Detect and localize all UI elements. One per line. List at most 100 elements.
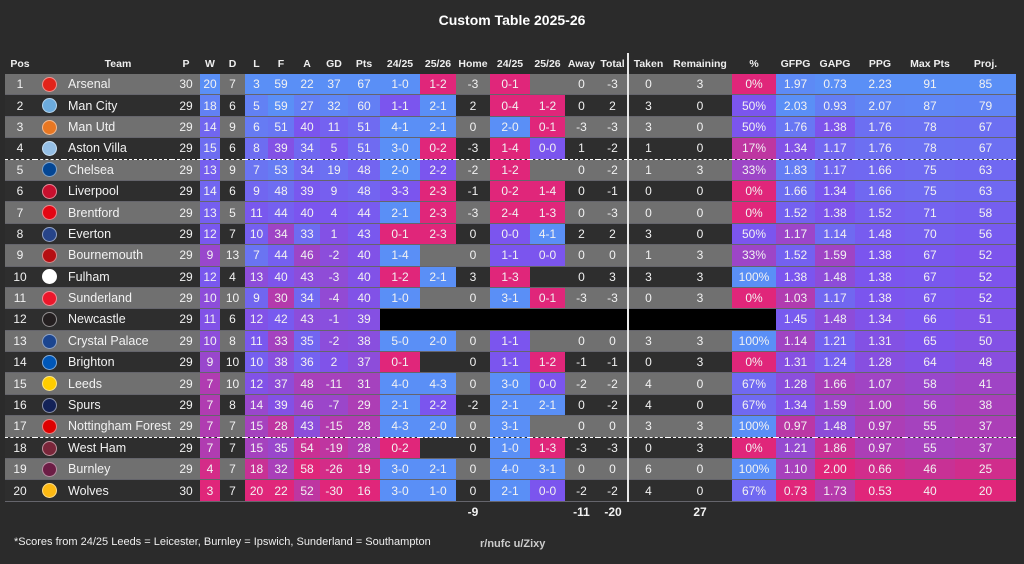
cell-w: 7 bbox=[200, 415, 220, 438]
table-row[interactable]: 11 Sunderland 29 10 10 9 30 34 -4 40 1-0 0 3-1 0-1 -3-… bbox=[5, 287, 1016, 310]
cell-away: 0 bbox=[565, 201, 598, 224]
table-row[interactable]: 13 Crystal Palace 29 10 8 11 33 35 -2 38 5-0 2-0 0 1-… bbox=[5, 330, 1016, 353]
cell-team: Man City bbox=[64, 94, 172, 117]
header-f[interactable]: F bbox=[277, 57, 285, 70]
cell-maxpts: 78 bbox=[905, 137, 955, 160]
cell-a2 bbox=[530, 74, 565, 96]
cell-gd: -2 bbox=[320, 330, 348, 353]
table-row[interactable]: 15 Leeds 29 7 10 12 37 48 -11 31 4-0 4-3 0 3-0 0-0 -2 -2… bbox=[5, 372, 1016, 395]
cell-crest bbox=[35, 74, 64, 96]
cell-w: 13 bbox=[200, 201, 220, 224]
table-row[interactable]: 12 Newcastle 29 11 6 12 42 43 -1 39 1.45 1.48 1.34 66… bbox=[5, 308, 1016, 331]
header-gd[interactable]: GD bbox=[326, 57, 342, 70]
header-ppg[interactable]: PPG bbox=[868, 57, 892, 70]
cell-a: 22 bbox=[294, 74, 320, 96]
cell-pos: 14 bbox=[5, 351, 35, 374]
header-l[interactable]: L bbox=[253, 57, 260, 70]
cell-p: 29 bbox=[172, 308, 200, 331]
table-row[interactable]: 6 Liverpool 29 14 6 9 48 39 9 48 3-3 2-3 -1 0-2 1-4 0 -1… bbox=[5, 180, 1016, 203]
cell-gapg: 1.38 bbox=[815, 116, 855, 139]
cell-pts: 19 bbox=[348, 458, 380, 481]
header-w[interactable]: W bbox=[205, 57, 215, 70]
cell-d: 7 bbox=[220, 223, 245, 246]
header-a[interactable]: A bbox=[303, 57, 311, 70]
cell-a1: 3-1 bbox=[490, 287, 530, 310]
cell-ppg: 1.38 bbox=[855, 266, 905, 288]
header-d[interactable]: D bbox=[228, 57, 237, 70]
cell-proj: 56 bbox=[955, 223, 1016, 246]
table-row[interactable]: 20 Wolves 30 3 7 20 22 52 -30 16 3-0 1-0 0 2-1 0-0 -2 -2… bbox=[5, 479, 1016, 502]
cell-p: 29 bbox=[172, 116, 200, 139]
header-home-2425[interactable]: 24/25 bbox=[386, 57, 414, 70]
cell-taken: 1 bbox=[627, 137, 668, 160]
table-row[interactable]: 5 Chelsea 29 13 9 7 53 34 19 48 2-0 2-2 -2 1-2 0 -2 1 3 33… bbox=[5, 159, 1016, 181]
cell-pct: 67% bbox=[732, 479, 776, 502]
club-crest-icon bbox=[42, 397, 57, 413]
cell-l: 6 bbox=[245, 116, 268, 139]
table-row[interactable]: 18 West Ham 29 7 7 15 35 54 -19 28 0-2 0 1-0 1-3 -3 -3 0… bbox=[5, 437, 1016, 460]
header-remaining[interactable]: Remaining bbox=[673, 57, 727, 70]
header-pct[interactable]: % bbox=[749, 57, 759, 70]
table-row[interactable]: 19 Burnley 29 4 7 18 32 58 -26 19 3-0 2-1 0 4-0 3-1 0 0 6… bbox=[5, 458, 1016, 481]
cell-d: 9 bbox=[220, 159, 245, 181]
header-total[interactable]: Total bbox=[600, 57, 625, 70]
header-away-2526[interactable]: 25/26 bbox=[534, 57, 561, 70]
header-home[interactable]: Home bbox=[458, 57, 488, 70]
cell-h2: 2-1 bbox=[420, 116, 456, 139]
cell-away: 0 bbox=[565, 415, 598, 438]
cell-a: 43 bbox=[294, 415, 320, 438]
cell-home: -3 bbox=[456, 74, 490, 96]
cell-pos: 16 bbox=[5, 394, 35, 417]
cell-away: 0 bbox=[565, 394, 598, 417]
header-gapg[interactable]: GAPG bbox=[819, 57, 851, 70]
header-away[interactable]: Away bbox=[567, 57, 596, 70]
header-pos[interactable]: Pos bbox=[10, 57, 30, 70]
table-row[interactable]: 8 Everton 29 12 7 10 34 33 1 43 0-1 2-3 0 0-0 4-1 2 2 3 0 5… bbox=[5, 223, 1016, 246]
header-away-2425[interactable]: 24/25 bbox=[496, 57, 524, 70]
header-gfpg[interactable]: GFPG bbox=[780, 57, 811, 70]
table-row[interactable]: 3 Man Utd 29 14 9 6 51 40 11 51 4-1 2-1 0 2-0 0-1 -3 -3 3… bbox=[5, 116, 1016, 139]
table-row[interactable]: 2 Man City 29 18 6 5 59 27 32 60 1-1 2-1 2 0-4 1-2 0 2 3 0… bbox=[5, 94, 1016, 117]
cell-f: 37 bbox=[268, 372, 294, 395]
header-proj[interactable]: Proj. bbox=[973, 57, 998, 70]
table-row[interactable]: 9 Bournemouth 29 9 13 7 44 46 -2 40 1-4 0 1-1 0-0 0 0 1 3… bbox=[5, 244, 1016, 267]
cell-a1: 2-1 bbox=[490, 394, 530, 417]
table-row[interactable]: 10 Fulham 29 12 4 13 40 43 -3 40 1-2 2-1 3 1-3 0 3 3 3 100… bbox=[5, 266, 1016, 288]
table-row[interactable]: 17 Nottingham Forest 29 7 7 15 28 43 -15 28 4-3 2-0… bbox=[5, 415, 1016, 438]
table-row[interactable]: 14 Brighton 29 9 10 10 38 36 2 37 0-1 0 1-1 1-2 -1 -1 0 3… bbox=[5, 351, 1016, 374]
cell-gapg: 0.73 bbox=[815, 74, 855, 96]
cell-f: 59 bbox=[268, 94, 294, 117]
table-row[interactable]: 7 Brentford 29 13 5 11 44 40 4 44 2-1 2-3 -3 2-4 1-3 0-… bbox=[5, 201, 1016, 224]
cell-home: 2 bbox=[456, 94, 490, 117]
club-crest-icon bbox=[42, 119, 57, 135]
table-row[interactable]: 1 Arsenal 30 20 7 3 59 22 37 67 1-0 1-2 -3 0-1 0 -3 0 3 0%… bbox=[5, 74, 1016, 96]
header-home-2526[interactable]: 25/26 bbox=[424, 57, 452, 70]
cell-w: 10 bbox=[200, 330, 220, 353]
cell-remaining: 3 bbox=[668, 287, 732, 310]
cell-pos: 4 bbox=[5, 137, 35, 160]
total-empty bbox=[628, 501, 668, 522]
club-crest-icon bbox=[42, 440, 57, 456]
cell-gfpg: 1.97 bbox=[776, 74, 815, 96]
header-pts[interactable]: Pts bbox=[355, 57, 373, 70]
cell-away: 2 bbox=[565, 223, 598, 246]
header-taken[interactable]: Taken bbox=[627, 53, 668, 74]
cell-ppg: 1.76 bbox=[855, 137, 905, 160]
cell-a1: 1-1 bbox=[490, 351, 530, 374]
header-team[interactable]: Team bbox=[104, 57, 132, 70]
header-p[interactable]: P bbox=[182, 57, 190, 70]
cell-gfpg: 1.45 bbox=[776, 308, 815, 331]
header-maxpts[interactable]: Max Pts bbox=[910, 57, 950, 70]
club-crest-icon bbox=[42, 226, 57, 242]
cell-w: 14 bbox=[200, 116, 220, 139]
cell-away bbox=[565, 308, 598, 331]
cell-pct: 0% bbox=[732, 351, 776, 374]
cell-d: 9 bbox=[220, 116, 245, 139]
cell-home: 0 bbox=[456, 244, 490, 267]
cell-crest bbox=[35, 201, 64, 224]
cell-home: -1 bbox=[456, 180, 490, 203]
cell-pct: 0% bbox=[732, 74, 776, 96]
table-row[interactable]: 16 Spurs 29 7 8 14 39 46 -7 29 2-1 2-2 -2 2-1 2-1 0 -2 4 0… bbox=[5, 394, 1016, 417]
table-row[interactable]: 4 Aston Villa 29 15 6 8 39 34 5 51 3-0 0-2 -3 1-4 0-0 1… bbox=[5, 137, 1016, 160]
total-empty bbox=[855, 501, 905, 522]
